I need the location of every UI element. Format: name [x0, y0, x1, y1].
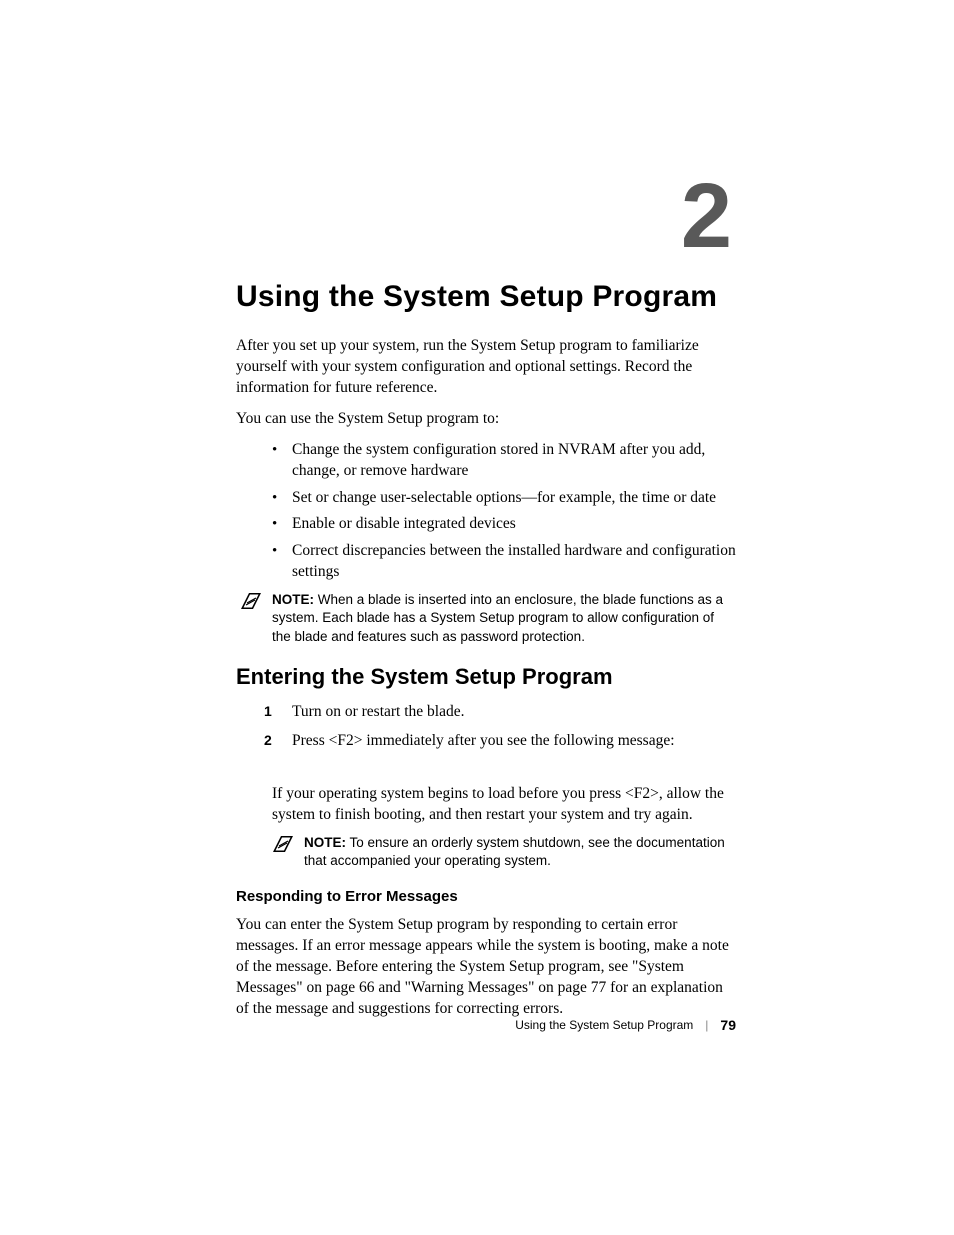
- step-number: 2: [264, 731, 272, 750]
- subsection-heading: Responding to Error Messages: [236, 888, 736, 905]
- note-block: NOTE: To ensure an orderly system shutdo…: [272, 834, 736, 870]
- note-body: When a blade is inserted into an enclosu…: [272, 592, 723, 643]
- note-text: NOTE: When a blade is inserted into an e…: [272, 591, 736, 646]
- step-text: Press <F2> immediately after you see the…: [292, 732, 675, 749]
- footer-title: Using the System Setup Program: [515, 1018, 693, 1032]
- steps-list: 1 Turn on or restart the blade. 2 Press …: [256, 702, 736, 752]
- step-continuation: If your operating system begins to load …: [272, 784, 736, 826]
- step-text: Turn on or restart the blade.: [292, 703, 464, 720]
- note-body: To ensure an orderly system shutdown, se…: [304, 835, 725, 868]
- intro-paragraph-1: After you set up your system, run the Sy…: [236, 336, 736, 399]
- list-item: Change the system configuration stored i…: [272, 440, 736, 482]
- list-item: Correct discrepancies between the instal…: [272, 541, 736, 583]
- note-icon: [272, 835, 294, 853]
- note-label: NOTE:: [272, 592, 314, 607]
- note-text: NOTE: To ensure an orderly system shutdo…: [304, 834, 736, 870]
- note-icon: [240, 592, 262, 610]
- step-item: 2 Press <F2> immediately after you see t…: [256, 731, 736, 752]
- step-number: 1: [264, 702, 272, 721]
- footer-page-number: 79: [720, 1017, 736, 1033]
- page-footer: Using the System Setup Program | 79: [236, 1017, 736, 1033]
- note-block: NOTE: When a blade is inserted into an e…: [240, 591, 736, 646]
- footer-separator: |: [705, 1018, 708, 1032]
- capabilities-list: Change the system configuration stored i…: [272, 440, 736, 584]
- list-item: Enable or disable integrated devices: [272, 514, 736, 535]
- subsection-paragraph: You can enter the System Setup program b…: [236, 915, 736, 1020]
- step-item: 1 Turn on or restart the blade.: [256, 702, 736, 723]
- chapter-title: Using the System Setup Program: [236, 280, 736, 314]
- intro-paragraph-2: You can use the System Setup program to:: [236, 409, 736, 430]
- note-label: NOTE:: [304, 835, 346, 850]
- chapter-number: 2: [236, 170, 736, 262]
- page-content: 2 Using the System Setup Program After y…: [236, 0, 736, 1030]
- section-heading: Entering the System Setup Program: [236, 664, 736, 690]
- list-item: Set or change user-selectable options—fo…: [272, 488, 736, 509]
